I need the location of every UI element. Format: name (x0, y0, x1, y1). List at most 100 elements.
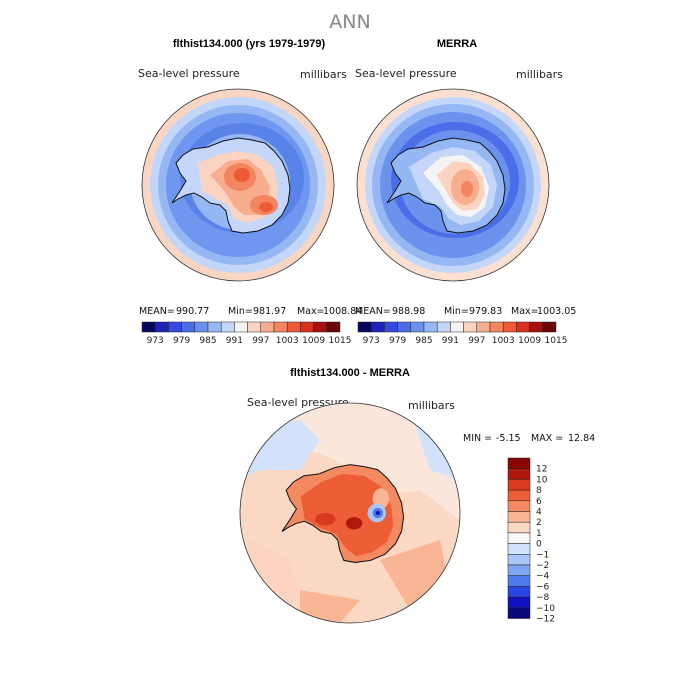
polar-map-obs (357, 89, 549, 281)
panel-diff-units: millibars (408, 399, 455, 412)
colorbar-swatch (141, 321, 156, 333)
panel-obs-stats: MEAN= 988.98 Min= 979.83 Max= 1003.05 (355, 306, 576, 317)
figure-title: ANN (329, 11, 370, 33)
stat-max-label: Max= (511, 306, 539, 317)
colorbar-tick-label: 8 (536, 486, 542, 496)
colorbar-tick-label: 979 (173, 336, 190, 346)
stat-min-label: MIN = (463, 433, 492, 444)
panel-diff: flthist134.000 - MERRA Sea-level pressur… (239, 367, 595, 625)
colorbar-swatch (507, 468, 531, 480)
colorbar-swatch (450, 321, 464, 333)
colorbar-swatch (507, 543, 531, 555)
colorbar-tick-label: 1003 (276, 336, 299, 346)
stat-max-label: Max= (297, 306, 325, 317)
colorbar-tick-label: 979 (389, 336, 406, 346)
colorbar-swatch (507, 457, 531, 469)
colorbar-tick-label: −2 (536, 561, 549, 571)
colorbar-tick-label: 0 (536, 540, 542, 550)
colorbar-tick-label: 973 (147, 336, 164, 346)
colorbar-tick-label: 1003 (492, 336, 515, 346)
colorbar-swatch (507, 586, 531, 598)
colorbar-swatch (260, 321, 275, 333)
polar-map-diff-border (239, 402, 461, 624)
colorbar-tick-label: 991 (442, 336, 459, 346)
colorbar-obs: 973 979 985 991 997 1003 1009 1015 (357, 321, 568, 346)
stat-min-value: -5.15 (496, 433, 521, 444)
colorbar-swatch (181, 321, 196, 333)
colorbar-swatch (507, 479, 531, 491)
polar-map-obs-border (356, 88, 550, 282)
colorbar-swatch (313, 321, 328, 333)
colorbar-swatch (507, 532, 531, 544)
colorbar-tick-label: 985 (199, 336, 216, 346)
colorbar-swatch (168, 321, 182, 333)
colorbar-swatch (463, 321, 478, 333)
colorbar-swatch (154, 321, 169, 333)
stat-max-label: MAX = (531, 433, 563, 444)
stat-mean-label: MEAN= (355, 306, 391, 317)
colorbar-swatch (384, 321, 398, 333)
colorbar-swatch (220, 321, 235, 333)
colorbar-swatch (507, 500, 531, 512)
colorbar-tick-label: 6 (536, 497, 542, 507)
colorbar-swatch (247, 321, 262, 333)
panel-diff-variable: Sea-level pressure (247, 396, 349, 409)
colorbar-swatch (516, 321, 530, 333)
colorbar-swatch (423, 321, 438, 333)
colorbar-swatch (476, 321, 491, 333)
colorbar-tick-label: 973 (363, 336, 380, 346)
colorbar-swatch (507, 521, 531, 534)
stat-mean-label: MEAN= (139, 306, 175, 317)
stat-min-label: Min= (228, 306, 253, 317)
colorbar-tick-label: −4 (536, 572, 550, 582)
polar-map-diff (240, 403, 460, 623)
colorbar-tick-label: 1015 (545, 336, 568, 346)
colorbar-tick-label: 2 (536, 518, 542, 528)
colorbar-swatch (397, 321, 412, 333)
colorbar-swatch (194, 321, 209, 333)
colorbar-tick-label: 985 (415, 336, 432, 346)
colorbar-swatch (357, 321, 372, 333)
colorbar-swatch (507, 575, 531, 587)
colorbar-swatch (507, 554, 531, 566)
colorbar-swatch (507, 511, 531, 523)
colorbar-tick-label: 1009 (518, 336, 541, 346)
stat-max-value: 1003.05 (537, 306, 576, 317)
colorbar-tick-label: 1 (536, 529, 542, 539)
colorbar-swatch (370, 321, 385, 333)
colorbar-swatch (507, 489, 531, 502)
colorbar-swatch (286, 321, 301, 333)
stat-min-value: 979.83 (469, 306, 502, 317)
colorbar-swatch (326, 321, 341, 333)
stat-min-value: 981.97 (253, 306, 286, 317)
panel-obs: MERRA Sea-level pressure millibars MEAN= (355, 38, 576, 346)
panel-obs-variable: Sea-level pressure (355, 67, 457, 80)
colorbar-swatch (507, 564, 531, 576)
colorbar-swatch (410, 321, 425, 333)
stat-mean-value: 988.98 (392, 306, 425, 317)
colorbar-tick-label: 12 (536, 465, 547, 475)
colorbar-swatch (529, 321, 544, 333)
panel-diff-title: flthist134.000 - MERRA (290, 367, 410, 379)
colorbar-swatch (300, 321, 314, 333)
colorbar-swatch (234, 321, 248, 333)
colorbar-swatch (507, 607, 531, 619)
colorbar-model: 973 979 985 991 997 1003 1009 1015 (141, 321, 351, 346)
colorbar-tick-label: −12 (536, 615, 555, 625)
colorbar-tick-label: 991 (226, 336, 243, 346)
panel-obs-title: MERRA (437, 38, 477, 50)
panel-model: flthist134.000 (yrs 1979-1979) Sea-level… (138, 38, 362, 346)
stat-mean-value: 990.77 (176, 306, 209, 317)
panel-obs-units: millibars (516, 68, 563, 81)
polar-map-model (142, 89, 334, 281)
colorbar-tick-label: −8 (536, 593, 550, 603)
polar-map-model-border (141, 88, 335, 282)
stat-max-value: 12.84 (568, 433, 595, 444)
colorbar-swatch (207, 321, 222, 333)
colorbar-swatch (502, 321, 517, 333)
colorbar-swatch (507, 596, 531, 609)
panel-model-stats: MEAN= 990.77 Min= 981.97 Max= 1008.84 (139, 306, 362, 317)
colorbar-tick-label: −1 (536, 550, 549, 560)
